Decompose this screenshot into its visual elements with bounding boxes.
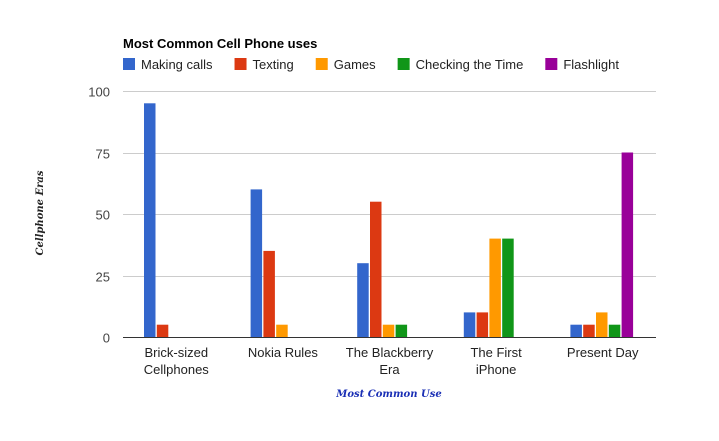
x-tick-label: iPhone — [476, 362, 516, 377]
y-axis-ticks: 0 25 50 75 100 — [88, 85, 110, 346]
legend-swatch — [234, 58, 247, 70]
legend-swatch — [397, 58, 410, 70]
y-tick-label: 50 — [96, 208, 110, 223]
bar — [370, 201, 382, 337]
bar — [357, 263, 369, 337]
x-axis-title: Most Common Use — [335, 389, 441, 400]
legend: Making calls Texting Games Checking the Tim… — [123, 57, 619, 72]
x-axis-labels: Brick-sized Cellphones Nokia Rules The Blac… — [144, 345, 639, 377]
bar — [463, 312, 476, 337]
x-tick-label: The First — [470, 345, 522, 360]
bar — [382, 324, 395, 337]
legend-swatch — [545, 58, 558, 70]
bars — [144, 103, 634, 337]
legend-label: Flashlight — [563, 57, 619, 72]
legend-label: Checking the Time — [416, 57, 524, 72]
y-tick-label: 100 — [88, 85, 110, 100]
bar — [395, 324, 408, 337]
bar — [596, 312, 608, 337]
bar — [144, 103, 156, 337]
bar — [502, 238, 514, 337]
x-tick-label: Nokia Rules — [248, 345, 319, 360]
x-tick-label: Cellphones — [144, 362, 210, 377]
x-tick-label: Present Day — [567, 345, 639, 360]
bar — [489, 238, 501, 337]
bar — [608, 324, 621, 337]
legend-label: Texting — [253, 57, 294, 72]
x-tick-label: Era — [379, 362, 400, 377]
bar — [250, 189, 263, 337]
bar — [156, 324, 169, 337]
bar — [621, 152, 634, 337]
bar — [263, 250, 275, 337]
bar — [476, 312, 489, 337]
x-tick-label: The Blackberry — [346, 345, 434, 360]
x-tick-label: Brick-sized — [145, 345, 209, 360]
y-tick-label: 0 — [103, 331, 110, 346]
legend-label: Games — [334, 57, 376, 72]
y-tick-label: 25 — [96, 270, 110, 285]
legend-swatch — [315, 58, 328, 70]
y-tick-label: 75 — [96, 147, 110, 162]
legend-label: Making calls — [141, 57, 213, 72]
bar — [570, 324, 582, 337]
gridlines — [123, 91, 656, 277]
legend-swatch — [123, 58, 135, 70]
bar — [583, 324, 595, 337]
bar — [276, 324, 288, 337]
y-axis-title: Cellphone Eras — [35, 170, 46, 255]
chart-title: Most Common Cell Phone uses — [123, 36, 317, 51]
